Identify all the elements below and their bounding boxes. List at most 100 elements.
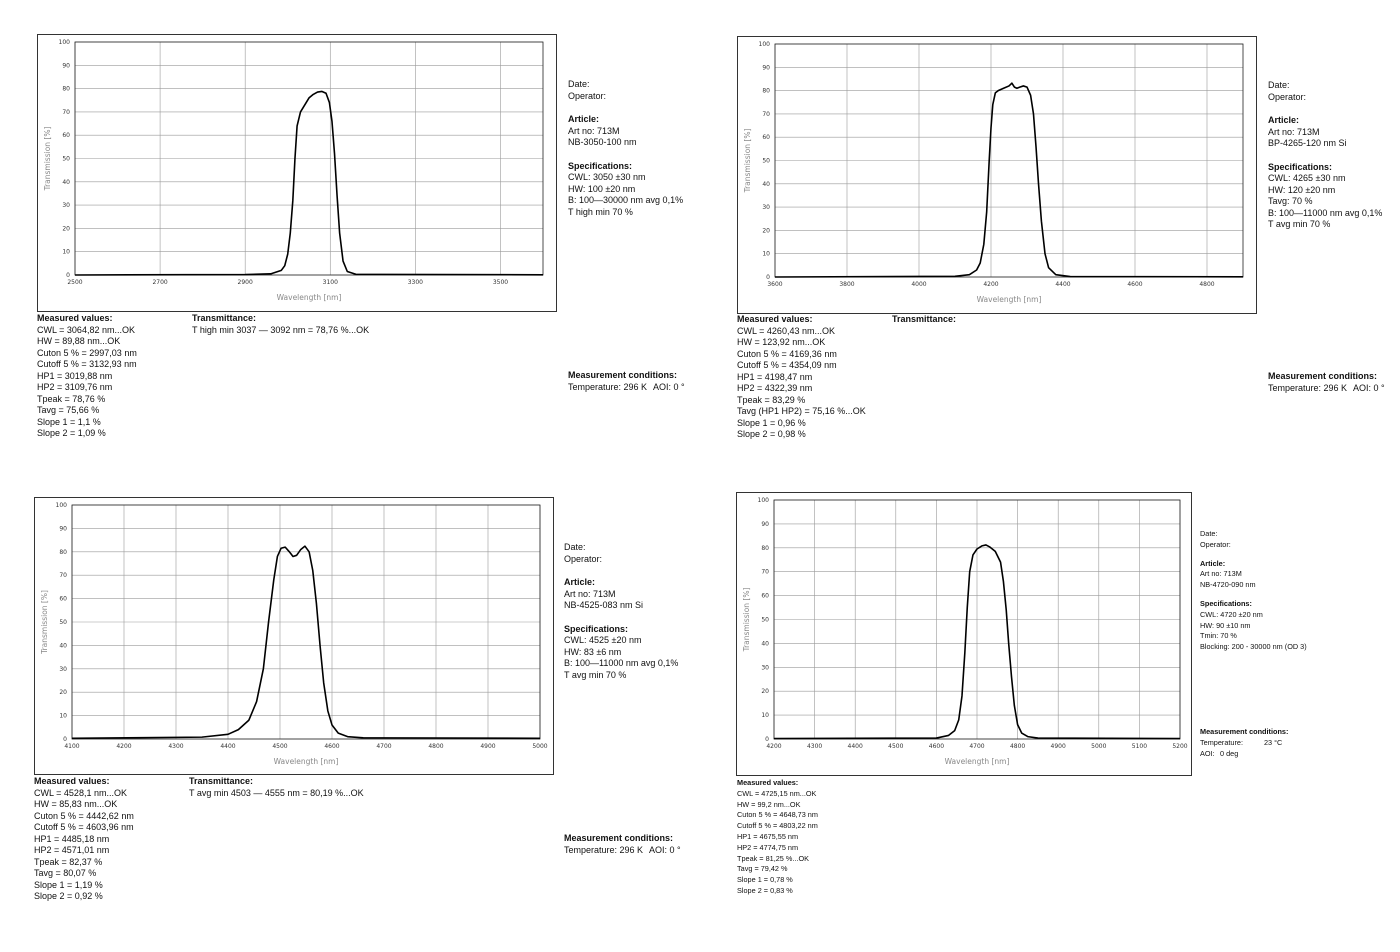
y-tick-label: 100 xyxy=(758,497,770,504)
measured-values-3: Measured values: CWL = 4528,1 nm...OK HW… xyxy=(34,776,134,903)
transmittance-line: T high min 3037 — 3092 nm = 78,76 %...OK xyxy=(192,324,370,335)
spec-line: B: 100—11000 nm avg 0,1% xyxy=(564,658,679,668)
measured-line: HP2 = 4774,75 nm xyxy=(737,842,799,852)
measured-line: Cuton 5 % = 4169,36 nm xyxy=(737,348,837,359)
measured-line: CWL = 4725,15 nm...OK xyxy=(737,788,817,798)
meas-aoi: AOI: 0 ° xyxy=(649,844,681,855)
date-label: Date: xyxy=(564,542,586,552)
date-label: Date: xyxy=(568,79,590,89)
meas-temperature: Temperature: 296 K xyxy=(564,844,644,855)
article-line: Art no: 713M xyxy=(564,588,616,599)
y-tick-label: 40 xyxy=(762,181,770,188)
measured-line: Cutoff 5 % = 3132,93 nm xyxy=(37,359,137,369)
operator-label: Operator: xyxy=(568,90,607,101)
spec-line: Blocking: 200 - 30000 nm (OD 3) xyxy=(1200,642,1307,652)
x-tick-label: 4500 xyxy=(272,743,287,750)
x-tick-label: 4200 xyxy=(983,281,998,288)
y-tick-label: 70 xyxy=(62,109,70,116)
measured-line: Tavg = 80,07 % xyxy=(34,868,97,878)
spec-line: CWL: 4525 ±20 nm xyxy=(564,635,642,645)
measured-line: HP1 = 3019,88 nm xyxy=(37,370,113,381)
measured-line: Cutoff 5 % = 4603,96 nm xyxy=(34,822,134,832)
spec-line: HW: 83 ±6 nm xyxy=(564,646,622,657)
y-tick-label: 50 xyxy=(62,156,70,163)
y-tick-label: 20 xyxy=(762,227,770,234)
x-tick-label: 4200 xyxy=(766,743,781,750)
meas-temperature: Temperature: 296 K xyxy=(1268,382,1348,393)
x-tick-label: 3800 xyxy=(839,281,854,288)
y-tick-label: 0 xyxy=(765,736,769,743)
y-tick-label: 90 xyxy=(59,525,67,532)
y-tick-label: 0 xyxy=(66,272,70,279)
y-axis-label: Transmission [%] xyxy=(40,590,49,655)
spec-line: T avg min 70 % xyxy=(1268,219,1331,229)
y-tick-label: 90 xyxy=(761,521,769,528)
x-tick-label: 4600 xyxy=(324,743,339,750)
spec-line: HW: 100 ±20 nm xyxy=(568,183,636,194)
x-tick-label: 4300 xyxy=(807,743,822,750)
meas-aoi: AOI: 0 ° xyxy=(1353,382,1385,393)
operator-label: Operator: xyxy=(1200,539,1231,549)
measurement-conditions-3: Measurement conditions: Temperature: 296… xyxy=(564,833,681,856)
chart-svg-3: 0 10 20 30 40 50 60 70 80 90 100 4100 4200 4300 4400 45… xyxy=(40,502,548,766)
y-tick-label: 0 xyxy=(766,274,770,281)
spec-line: Tmin: 70 % xyxy=(1200,631,1237,641)
y-tick-label: 70 xyxy=(761,569,769,576)
transmission-curve xyxy=(774,82,1244,278)
spec-line: CWL: 3050 ±30 nm xyxy=(568,172,646,182)
y-axis-label: Transmission [%] xyxy=(743,129,752,194)
info-block-3: Date: Operator: Article: Art no: 713M NB… xyxy=(564,542,678,681)
y-tick-label: 10 xyxy=(62,249,70,256)
y-tick-label: 10 xyxy=(761,712,769,719)
x-tick-label: 4300 xyxy=(168,743,183,750)
spec-heading: Specifications: xyxy=(564,623,629,634)
article-heading: Article: xyxy=(1200,558,1226,568)
x-tick-label: 4600 xyxy=(929,743,944,750)
meas-aoi-label: AOI: xyxy=(1200,748,1215,758)
transmittance-heading: Transmittance: xyxy=(189,776,254,786)
measured-heading: Measured values: xyxy=(737,778,799,787)
y-tick-label: 100 xyxy=(59,39,71,46)
y-tick-label: 90 xyxy=(762,64,770,71)
y-tick-label: 20 xyxy=(59,689,67,696)
article-heading: Article: xyxy=(1268,115,1300,125)
info-block-1: Date: Operator: Article: Art no: 713M NB… xyxy=(568,79,683,218)
chart-svg-4: 0 10 20 30 40 50 60 70 80 90 100 4200 4300 4400 4500 46… xyxy=(742,497,1188,766)
measured-heading: Measured values: xyxy=(737,314,813,324)
y-tick-label: 30 xyxy=(762,204,770,211)
x-tick-label: 2900 xyxy=(238,279,253,286)
spec-line: B: 100—11000 nm avg 0,1% xyxy=(1268,207,1383,218)
y-tick-label: 40 xyxy=(62,179,70,186)
measured-line: Tavg = 75,66 % xyxy=(37,405,100,415)
measured-line: Tpeak = 78,76 % xyxy=(37,393,106,404)
y-tick-label: 70 xyxy=(762,111,770,118)
y-tick-label: 40 xyxy=(59,642,67,649)
measured-values-2: Measured values: CWL = 4260,43 nm...OK H… xyxy=(737,314,866,441)
spec-line: CWL: 4265 ±30 nm xyxy=(1268,173,1346,183)
measured-line: Tavg (HP1 HP2) = 75,16 %...OK xyxy=(737,406,866,416)
y-tick-label: 10 xyxy=(762,251,770,258)
chart-frame-1: 0 10 20 30 40 50 60 70 80 90 100 2500 2700 2900 3100 33… xyxy=(37,34,557,312)
x-tick-label: 2700 xyxy=(152,279,167,286)
x-tick-label: 4800 xyxy=(1199,281,1214,288)
y-tick-label: 70 xyxy=(59,572,67,579)
x-tick-label: 4400 xyxy=(848,743,863,750)
y-tick-label: 30 xyxy=(62,202,70,209)
x-tick-label: 4600 xyxy=(1127,281,1142,288)
article-line: Art no: 713M xyxy=(1200,569,1242,579)
x-tick-label: 3300 xyxy=(408,279,423,286)
measured-line: CWL = 4260,43 nm...OK xyxy=(737,325,835,336)
meas-temperature-value: 23 °C xyxy=(1264,737,1283,747)
article-line: NB-4720-090 nm xyxy=(1200,580,1256,590)
measured-line: Cuton 5 % = 2997,03 nm xyxy=(37,347,137,358)
measured-line: HP2 = 4322,39 nm xyxy=(737,383,813,393)
transmittance-3: Transmittance: T avg min 4503 — 4555 nm … xyxy=(189,776,364,799)
spec-line: HW: 120 ±20 nm xyxy=(1268,184,1336,195)
info-block-4: Date: Operator: Article: Art no: 713M NB… xyxy=(1200,529,1307,653)
x-tick-label: 4400 xyxy=(220,743,235,750)
measured-line: HP1 = 4198,47 nm xyxy=(737,371,813,382)
measured-line: Slope 2 = 0,83 % xyxy=(737,885,793,895)
measured-line: Cuton 5 % = 4648,73 nm xyxy=(737,810,818,820)
spec-line: CWL: 4720 ±20 nm xyxy=(1200,609,1263,619)
article-heading: Article: xyxy=(564,577,596,587)
